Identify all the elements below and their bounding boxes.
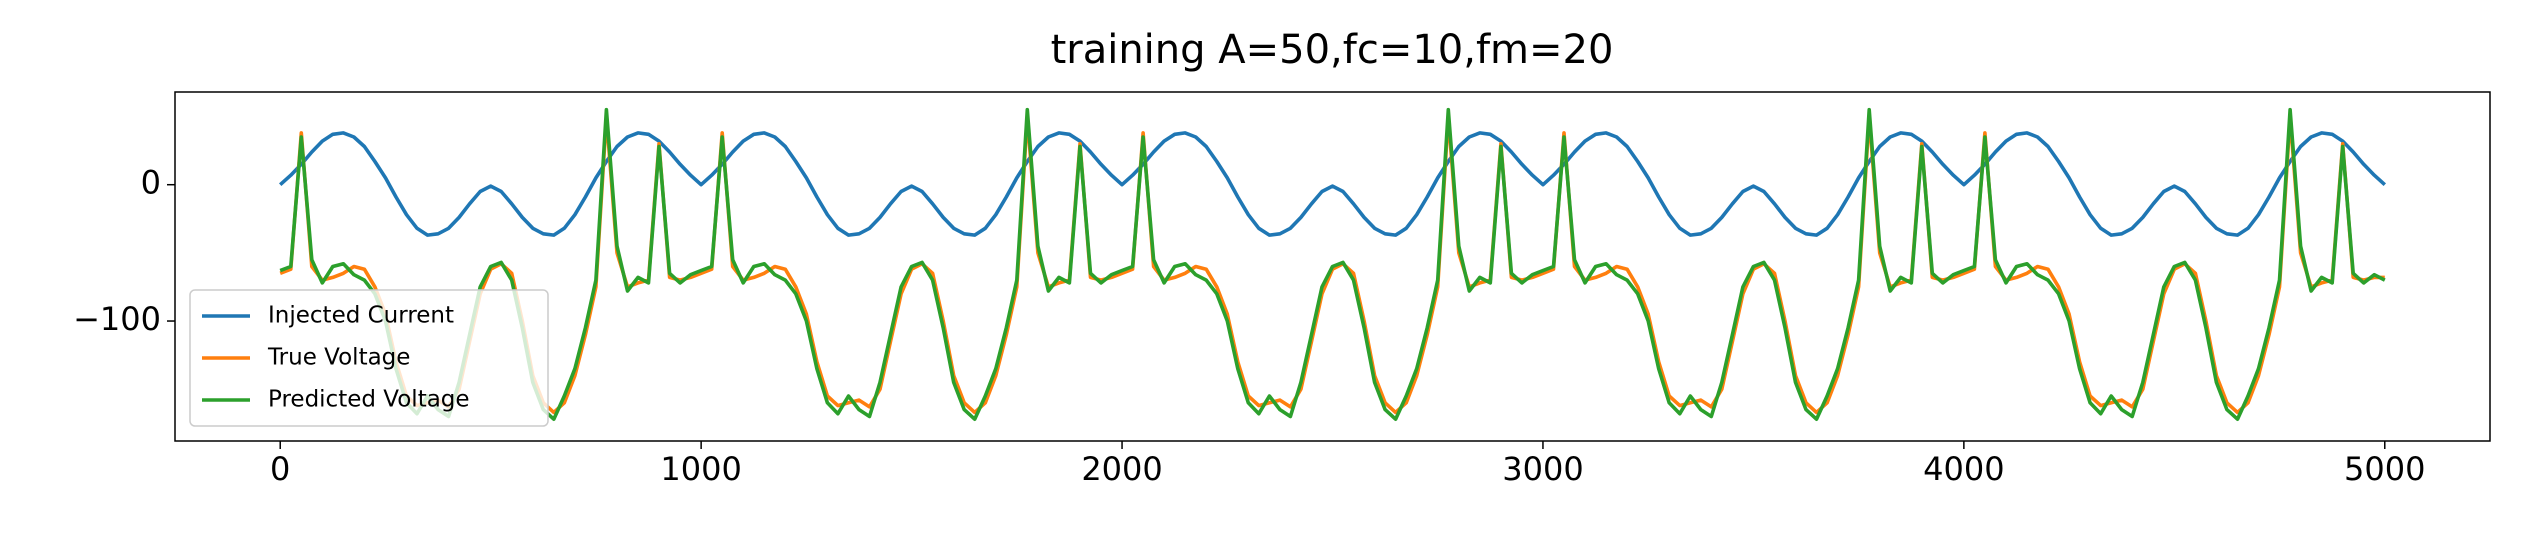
x-tick-label: 5000: [2344, 450, 2425, 488]
legend-label: True Voltage: [267, 345, 410, 371]
y-tick-label: −100: [73, 300, 161, 338]
y-tick-label: 0: [141, 164, 161, 202]
legend: Injected Current True Voltage Predicted Vo…: [189, 289, 549, 427]
legend-label: Predicted Voltage: [268, 387, 470, 413]
x-tick-label: 1000: [660, 450, 741, 488]
x-tick-label: 2000: [1081, 450, 1162, 488]
series-line: [278, 131, 2387, 237]
x-tick-label: 3000: [1502, 450, 1583, 488]
series-line: [279, 107, 2386, 421]
legend-label: Injected Current: [268, 303, 454, 329]
axes-frame: [174, 91, 2491, 442]
plot-area: [278, 107, 2387, 421]
x-tick-label: 4000: [1923, 450, 2004, 488]
chart-title: training A=50,fc=10,fm=20: [1051, 27, 1614, 73]
x-tick-label: 0: [270, 450, 290, 488]
legend-box: [189, 289, 549, 427]
